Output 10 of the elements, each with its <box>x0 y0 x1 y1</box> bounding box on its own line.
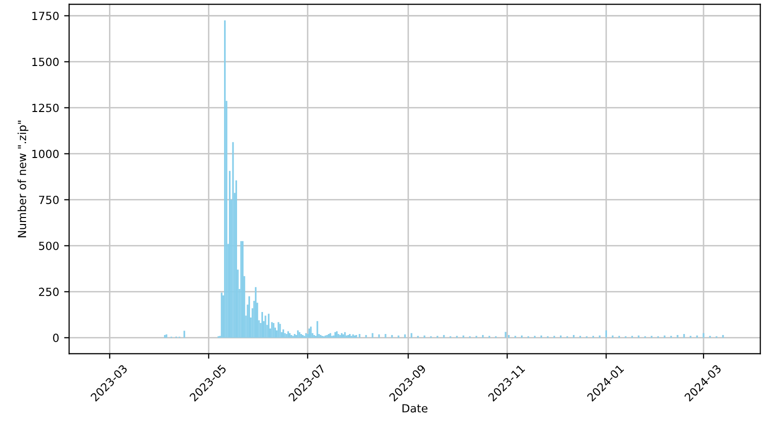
y-tick-label: 500 <box>39 242 59 250</box>
x-axis-title: Date <box>402 404 428 412</box>
y-tick-label: 750 <box>39 196 59 204</box>
y-tick-label: 0 <box>53 334 59 342</box>
y-tick-label: 250 <box>39 288 59 296</box>
y-axis-title: Number of new ".zip" <box>18 120 28 238</box>
y-tick-label: 1750 <box>32 12 59 20</box>
y-tick-label: 1500 <box>32 58 59 66</box>
y-tick-label: 1250 <box>32 104 59 112</box>
y-tick-label: 1000 <box>32 150 59 158</box>
